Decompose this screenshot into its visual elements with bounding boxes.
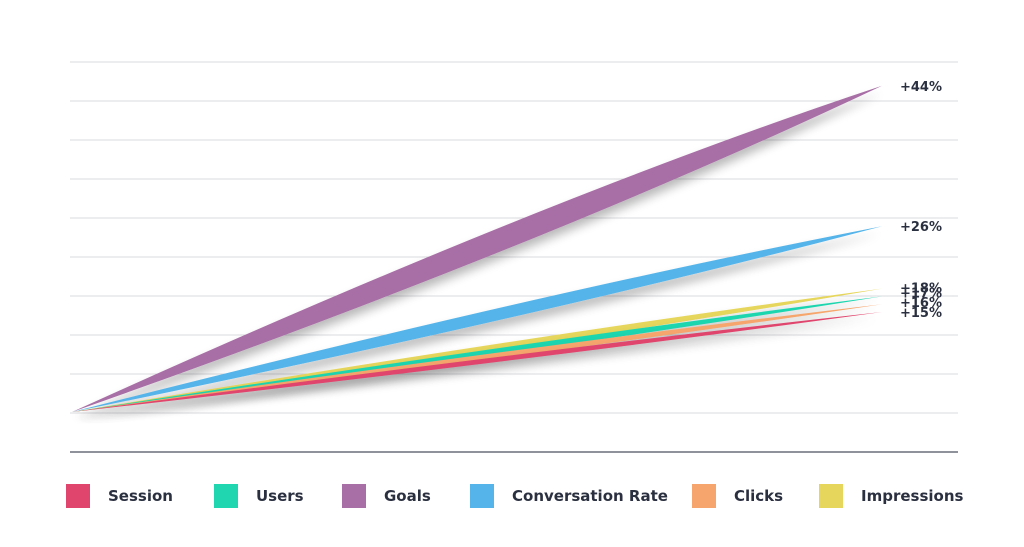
legend-swatch [214,484,238,508]
value-label: +15% [900,306,942,321]
legend-item-conversation-rate: Conversation Rate [470,484,668,508]
legend-item-goals: Goals [342,484,431,508]
legend-item-impressions: Impressions [819,484,964,508]
legend: Session Users Goals Conversation Rate Clicks… [66,484,964,508]
value-label: +17% [900,286,942,301]
legend-label: Impressions [861,487,964,505]
legend-label: Users [256,487,304,505]
legend-swatch [470,484,494,508]
value-label: +18% [900,282,942,297]
legend-swatch [692,484,716,508]
legend-swatch [342,484,366,508]
legend-label: Conversation Rate [512,487,668,505]
value-label: +16% [900,296,942,311]
series-wedge-clicks [72,304,882,412]
series-wedge-users [72,296,882,412]
value-label: +44% [900,80,942,95]
legend-label: Session [108,487,173,505]
legend-item-clicks: Clicks [692,484,783,508]
legend-swatch [66,484,90,508]
legend-swatch [819,484,843,508]
legend-label: Goals [384,487,431,505]
series-wedges [72,85,882,413]
series-wedge-goals [72,85,882,413]
legend-item-session: Session [66,484,173,508]
value-label: +26% [900,220,942,235]
gridlines [70,61,958,453]
legend-label: Clicks [734,487,783,505]
series-wedge-conversation-rate [72,226,882,412]
value-labels: +44% +26% +18%+17%+16%+15% [900,80,942,321]
series-wedge-session [72,312,882,412]
legend-item-users: Users [214,484,304,508]
